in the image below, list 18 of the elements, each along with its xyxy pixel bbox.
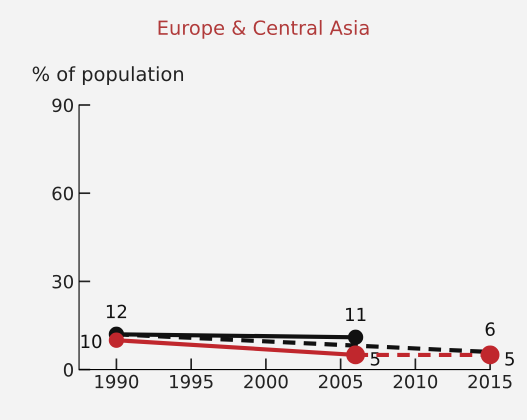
x-tick-label: 2005: [318, 374, 362, 388]
y-tick-label: 0: [64, 363, 73, 377]
data-label: 6: [486, 322, 495, 336]
data-label: 5: [505, 352, 514, 366]
x-tick-label: 1995: [170, 374, 213, 388]
data-label: 5: [370, 352, 380, 366]
x-tick-label: 2010: [394, 374, 438, 388]
chart-title: Europe & Central Asia: [158, 20, 369, 39]
data-label: 10: [82, 334, 102, 348]
data-label: 12: [106, 304, 126, 318]
y-axis-title: % of population: [32, 66, 184, 86]
y-tick-label: 90: [52, 98, 73, 112]
y-tick-label: 60: [52, 186, 73, 200]
y-tick-label: 30: [52, 274, 73, 289]
x-tick-label: 2015: [468, 374, 512, 388]
x-tick-label: 1990: [95, 374, 138, 388]
data-label: 11: [346, 308, 366, 322]
x-tick-label: 2000: [244, 374, 288, 388]
